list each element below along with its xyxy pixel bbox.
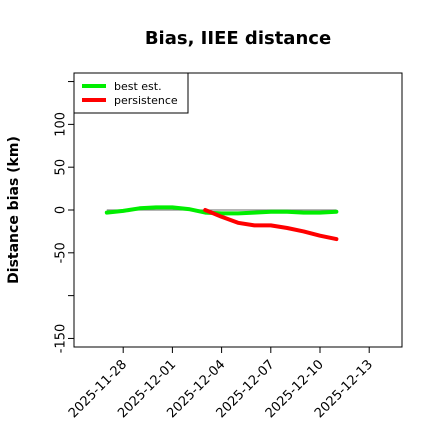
plot-layer: -150-500501002025-11-282025-12-012025-12… <box>54 72 403 421</box>
legend-box <box>73 72 189 114</box>
legend-label: persistence <box>114 94 178 107</box>
legend-label: best est. <box>114 80 162 93</box>
y-tick-label: 50 <box>54 159 69 176</box>
y-tick-label: -150 <box>54 324 69 354</box>
series-line-best-est <box>104 205 339 216</box>
chart-title: Bias, IIEE distance <box>145 28 331 49</box>
y-axis-label: Distance bias (km) <box>6 136 22 284</box>
y-tick-label: 0 <box>54 206 69 214</box>
y-tick-label: 100 <box>54 112 69 137</box>
series-line-persistence <box>203 208 339 242</box>
y-tick-label: -50 <box>54 242 69 263</box>
